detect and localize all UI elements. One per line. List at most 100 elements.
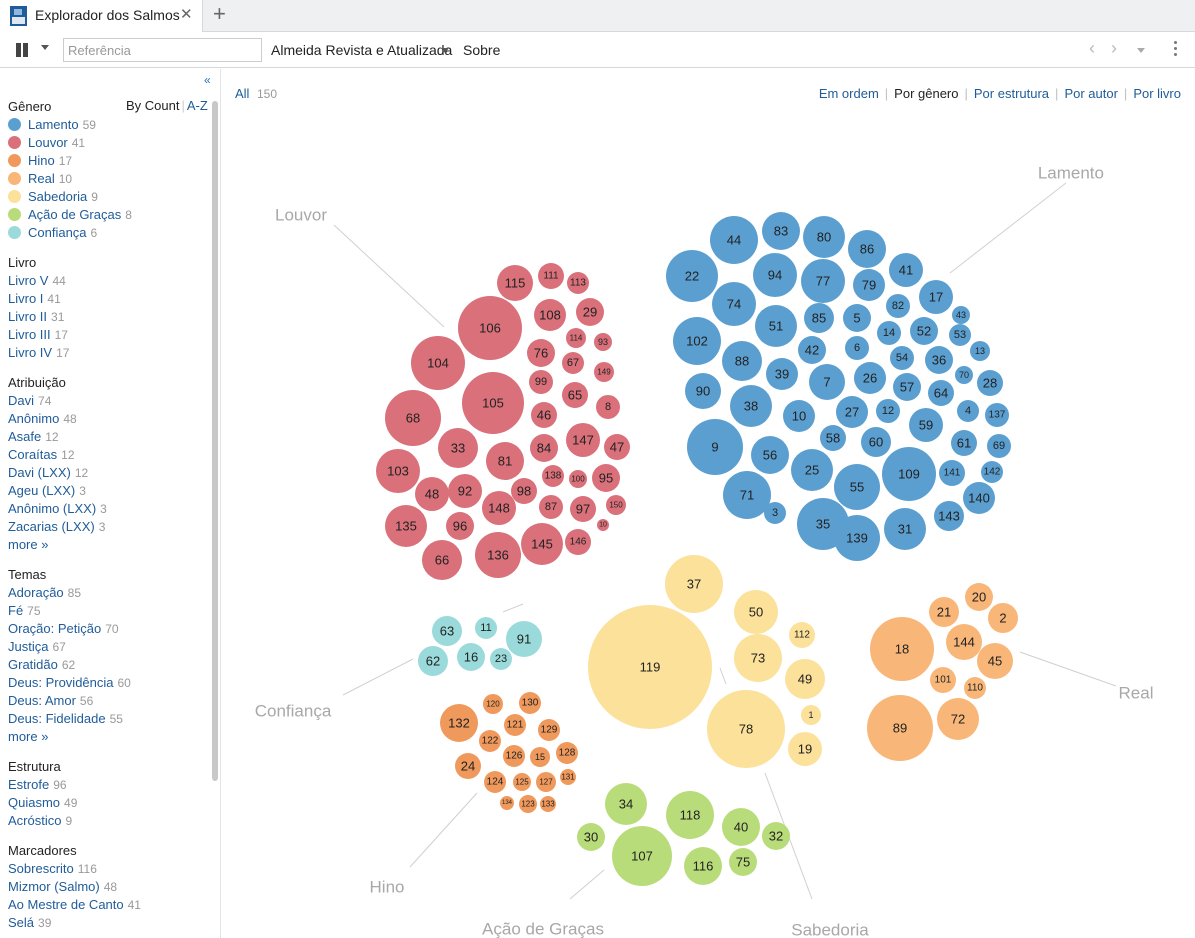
psalm-bubble[interactable] [529,370,553,394]
psalm-bubble[interactable] [592,464,620,492]
psalm-bubble[interactable] [597,519,609,531]
history-dropdown-icon[interactable] [1137,48,1145,53]
sidebar-filter-item[interactable]: Anônimo 48 [8,410,208,428]
psalm-bubble[interactable] [504,714,526,736]
psalm-bubble[interactable] [884,508,926,550]
sidebar-filter-item[interactable]: Selá 39 [8,914,208,932]
psalm-bubble[interactable] [801,705,821,725]
psalm-bubble[interactable] [536,772,556,792]
sidebar-filter-item[interactable]: Lamento 59 [8,116,208,134]
psalm-bubble[interactable] [952,306,970,324]
psalm-bubble[interactable] [666,791,714,839]
psalm-bubble[interactable] [957,400,979,422]
psalm-bubble[interactable] [890,346,914,370]
psalm-bubble[interactable] [889,253,923,287]
themes-more-link[interactable]: more » [8,729,49,744]
sidebar-filter-item[interactable]: Deus: Fidelidade 55 [8,710,208,728]
psalm-bubble[interactable] [521,523,563,565]
psalm-bubble[interactable] [939,460,965,486]
psalm-bubble[interactable] [606,495,626,515]
psalm-bubble[interactable] [566,423,600,457]
psalm-bubble[interactable] [877,321,901,345]
psalm-bubble[interactable] [809,364,845,400]
close-icon[interactable]: ✕ [180,6,193,23]
psalm-bubble[interactable] [415,477,449,511]
psalm-bubble[interactable] [673,317,721,365]
psalm-bubble[interactable] [685,373,721,409]
psalm-bubble[interactable] [722,341,762,381]
psalm-bubble[interactable] [538,719,560,741]
psalm-bubble[interactable] [788,732,822,766]
psalm-bubble[interactable] [475,532,521,578]
psalm-bubble[interactable] [963,482,995,514]
psalm-bubble[interactable] [929,597,959,627]
psalm-bubble[interactable] [530,434,558,462]
psalm-bubble[interactable] [462,372,524,434]
psalm-bubble[interactable] [500,796,514,810]
sidebar-filter-item[interactable]: Oração: Petição 70 [8,620,208,638]
psalm-bubble[interactable] [988,603,1018,633]
psalm-bubble[interactable] [418,646,448,676]
psalm-bubble[interactable] [955,366,973,384]
psalm-bubble[interactable] [710,216,758,264]
psalm-bubble[interactable] [723,471,771,519]
psalm-bubble[interactable] [751,436,789,474]
psalm-bubble[interactable] [834,464,880,510]
sidebar-filter-item[interactable]: Livro III 17 [8,326,208,344]
psalm-bubble[interactable] [734,590,778,634]
sort-az[interactable]: A-Z [186,98,208,113]
sidebar-filter-item[interactable]: Estrofe 96 [8,776,208,794]
sidebar-filter-item[interactable]: Ação de Graças 8 [8,206,208,224]
view-option[interactable]: Por autor [1064,86,1118,101]
psalm-bubble[interactable] [560,769,576,785]
psalm-bubble[interactable] [785,659,825,699]
group-label[interactable]: Confiança [255,702,332,721]
psalm-bubble[interactable] [570,496,596,522]
psalm-bubble[interactable] [566,328,586,348]
psalm-bubble[interactable] [376,449,420,493]
pause-icon[interactable] [15,43,30,57]
psalm-bubble[interactable] [949,324,971,346]
psalm-bubble[interactable] [594,333,612,351]
chevron-down-icon[interactable] [41,45,49,50]
sidebar-filter-item[interactable]: Asafe 12 [8,428,208,446]
psalm-bubble[interactable] [930,667,956,693]
psalm-bubble[interactable] [432,616,462,646]
psalm-bubble[interactable] [937,698,979,740]
psalm-bubble[interactable] [987,434,1011,458]
psalm-bubble[interactable] [965,583,993,611]
sidebar-filter-item[interactable]: Acróstico 9 [8,812,208,830]
psalm-bubble[interactable] [801,259,845,303]
sidebar-filter-item[interactable]: Real 10 [8,170,208,188]
sidebar-filter-item[interactable]: Davi 74 [8,392,208,410]
sidebar-filter-item[interactable]: Livro IV 17 [8,344,208,362]
psalm-bubble[interactable] [848,230,886,268]
sidebar-filter-item[interactable]: Quiasmo 49 [8,794,208,812]
psalm-bubble[interactable] [482,491,516,525]
psalm-bubble[interactable] [576,298,604,326]
all-filter-link[interactable]: All [235,86,250,101]
psalm-bubble[interactable] [928,380,954,406]
psalm-bubble[interactable] [854,362,886,394]
group-label[interactable]: Real [1119,684,1154,703]
psalm-bubble[interactable] [870,617,934,681]
psalm-bubble[interactable] [513,773,531,791]
psalm-bubble[interactable] [764,502,786,524]
sidebar-filter-item[interactable]: Sabedoria 9 [8,188,208,206]
psalm-bubble[interactable] [458,296,522,360]
psalm-bubble[interactable] [530,747,550,767]
psalm-bubble[interactable] [876,399,900,423]
sidebar-filter-item[interactable]: Deus: Providência 60 [8,674,208,692]
psalm-bubble[interactable] [506,621,542,657]
tab-psalms-explorer[interactable]: Explorador dos Salmos ✕ [0,0,203,32]
sidebar-filter-item[interactable]: Ao Mestre de Canto 41 [8,896,208,914]
reference-input[interactable] [63,38,262,62]
sidebar-filter-item[interactable]: Justiça 67 [8,638,208,656]
psalm-bubble[interactable] [422,540,462,580]
psalm-bubble[interactable] [762,212,800,250]
psalm-bubble[interactable] [893,373,921,401]
sidebar-filter-item[interactable]: Anônimo (LXX) 3 [8,500,208,518]
sidebar-filter-item[interactable]: Adoração 85 [8,584,208,602]
group-label[interactable]: Sabedoria [791,921,869,938]
group-label[interactable]: Hino [370,878,405,897]
